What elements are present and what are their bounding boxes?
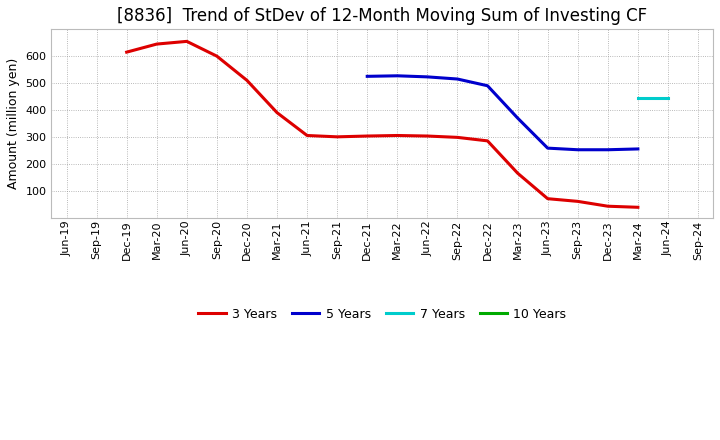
3 Years — [303, 133, 312, 138]
7 Years — [634, 95, 642, 100]
3 Years — [513, 171, 522, 176]
3 Years — [212, 54, 221, 59]
5 Years — [513, 115, 522, 121]
3 Years — [363, 133, 372, 139]
3 Years — [243, 78, 251, 83]
3 Years — [573, 199, 582, 204]
3 Years — [182, 39, 191, 44]
3 Years — [453, 135, 462, 140]
5 Years — [453, 77, 462, 82]
5 Years — [363, 73, 372, 79]
5 Years — [544, 146, 552, 151]
Y-axis label: Amount (million yen): Amount (million yen) — [7, 58, 20, 189]
3 Years — [333, 134, 341, 139]
3 Years — [544, 196, 552, 202]
3 Years — [153, 41, 161, 47]
5 Years — [603, 147, 612, 152]
5 Years — [483, 83, 492, 88]
5 Years — [634, 146, 642, 151]
7 Years — [664, 95, 672, 100]
3 Years — [122, 49, 131, 55]
Line: 5 Years: 5 Years — [367, 76, 638, 150]
5 Years — [423, 74, 432, 80]
3 Years — [603, 204, 612, 209]
3 Years — [273, 110, 282, 115]
3 Years — [393, 133, 402, 138]
Legend: 3 Years, 5 Years, 7 Years, 10 Years: 3 Years, 5 Years, 7 Years, 10 Years — [193, 303, 572, 326]
5 Years — [573, 147, 582, 152]
3 Years — [423, 133, 432, 139]
3 Years — [634, 205, 642, 210]
Title: [8836]  Trend of StDev of 12-Month Moving Sum of Investing CF: [8836] Trend of StDev of 12-Month Moving… — [117, 7, 647, 25]
Line: 3 Years: 3 Years — [127, 41, 638, 207]
5 Years — [393, 73, 402, 78]
3 Years — [483, 138, 492, 143]
